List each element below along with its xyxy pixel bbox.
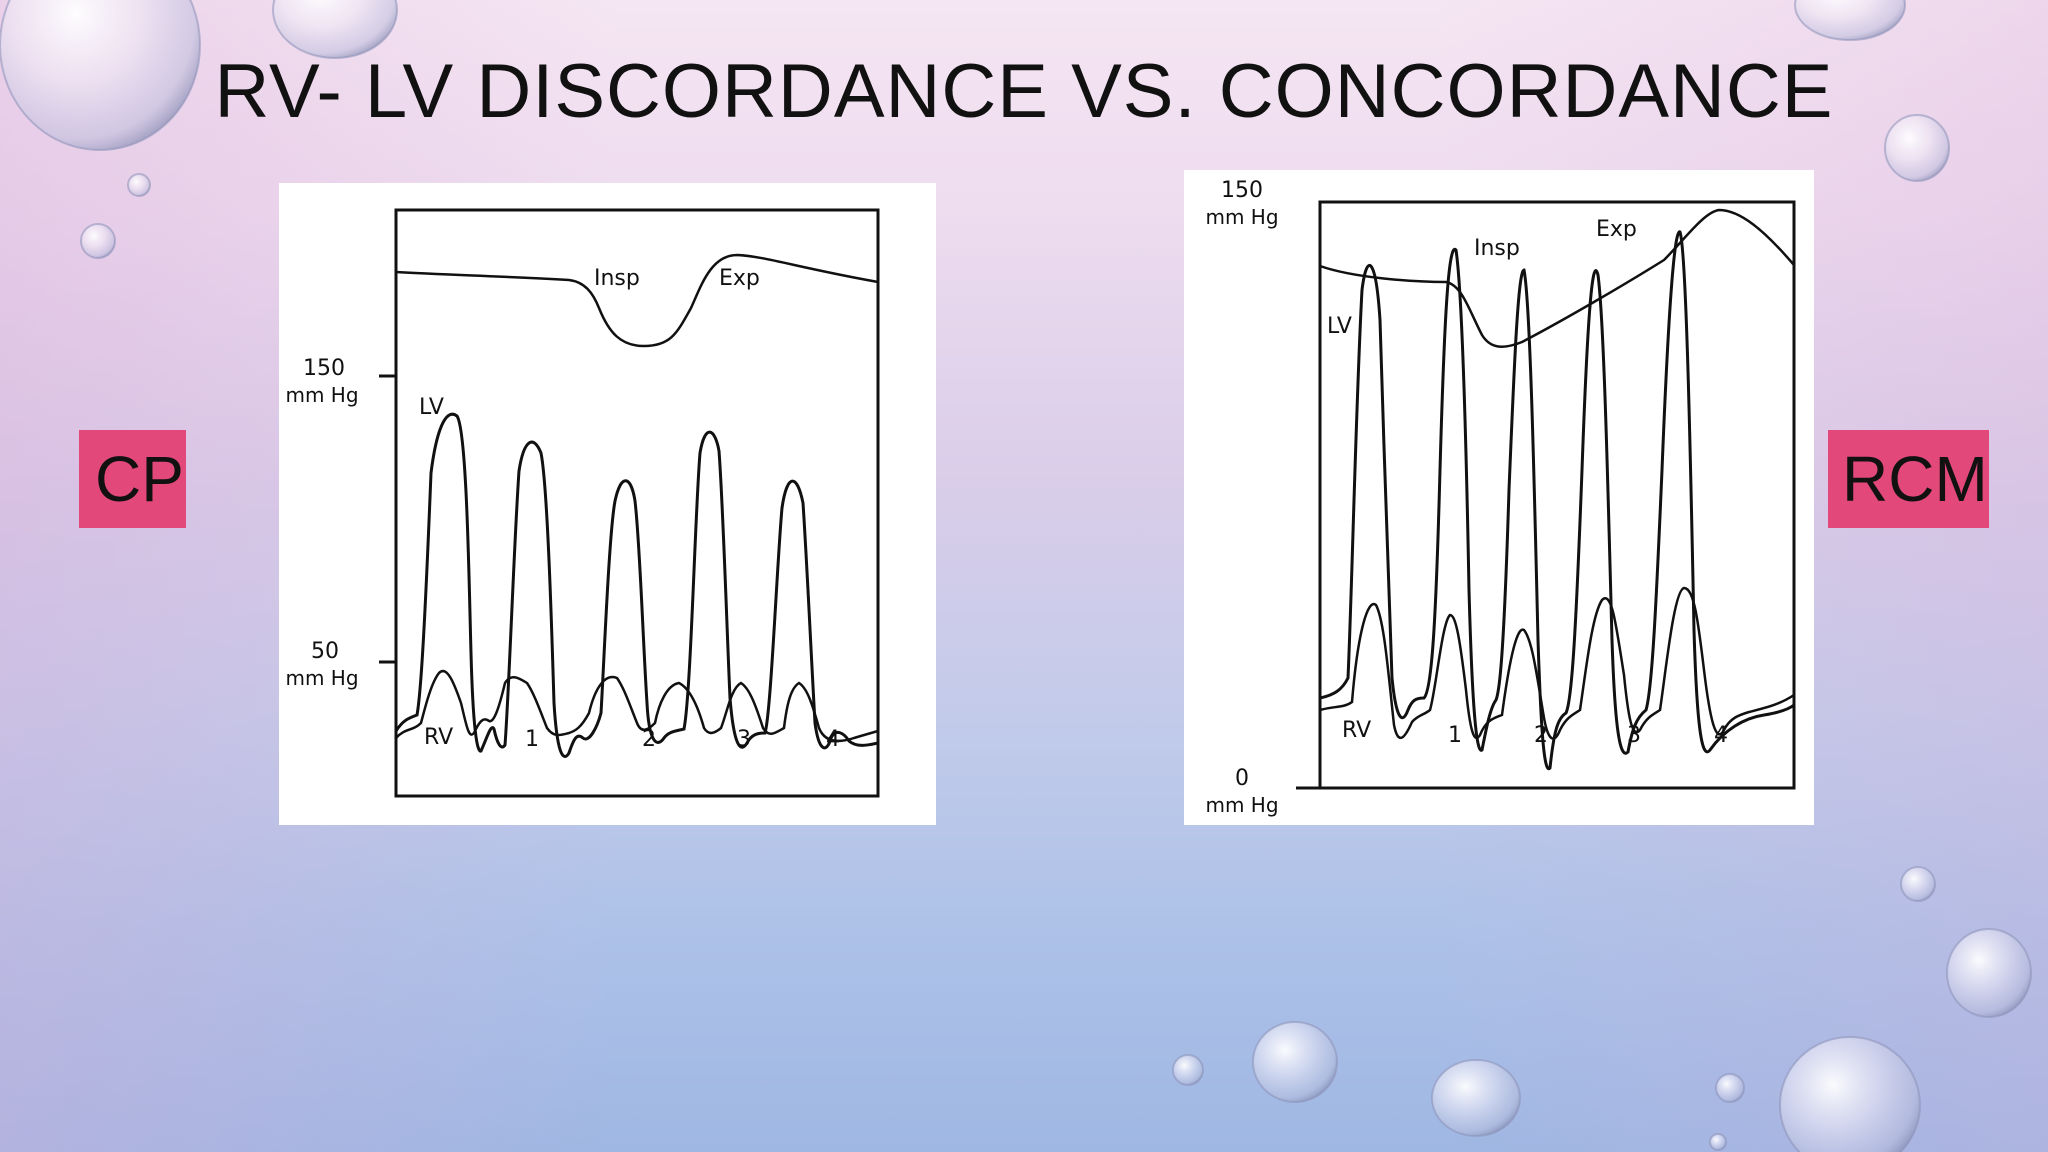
respiration-trace bbox=[395, 253, 879, 348]
tick-unit-50: mm Hg bbox=[285, 666, 358, 690]
beat-label-3: 3 bbox=[737, 727, 751, 752]
tick-label-150: 150 bbox=[303, 356, 345, 381]
tick-label-150: 150 bbox=[1221, 178, 1263, 203]
rv-series-label: RV bbox=[1342, 718, 1371, 743]
lv-series-label: LV bbox=[419, 395, 444, 420]
tick-unit-0: mm Hg bbox=[1205, 793, 1278, 817]
droplet bbox=[1172, 1054, 1204, 1086]
lv-trace bbox=[394, 412, 879, 758]
droplet bbox=[1252, 1021, 1338, 1103]
insp-label: Insp bbox=[594, 266, 640, 291]
rcm-label: RCM bbox=[1828, 430, 1989, 528]
cp-pressure-tracing-panel: 150 mm Hg 50 mm Hg Insp Exp LV RV 1 2 3 … bbox=[279, 183, 936, 825]
beat-label-4: 4 bbox=[1714, 723, 1728, 748]
exp-label: Exp bbox=[719, 266, 760, 291]
lv-series-label: LV bbox=[1327, 314, 1352, 339]
tick-label-50: 50 bbox=[311, 639, 339, 664]
rcm-pressure-tracing-panel: 150 mm Hg 0 mm Hg Insp Exp LV RV 1 2 3 4 bbox=[1184, 170, 1814, 825]
beat-label-2: 2 bbox=[1534, 723, 1548, 748]
droplet bbox=[272, 0, 398, 59]
droplet bbox=[0, 0, 201, 151]
droplet bbox=[1900, 866, 1936, 902]
beat-label-4: 4 bbox=[826, 727, 840, 752]
beat-label-1: 1 bbox=[1448, 723, 1462, 748]
beat-label-1: 1 bbox=[525, 727, 539, 752]
droplet bbox=[1715, 1073, 1745, 1103]
lv-trace bbox=[1319, 230, 1795, 771]
droplet bbox=[1794, 0, 1906, 41]
cp-pressure-tracing: 150 mm Hg 50 mm Hg Insp Exp LV RV 1 2 3 … bbox=[285, 208, 880, 798]
droplet bbox=[1709, 1133, 1727, 1151]
beat-label-2: 2 bbox=[642, 727, 656, 752]
cp-label: CP bbox=[79, 430, 186, 528]
beat-label-3: 3 bbox=[1627, 723, 1641, 748]
exp-label: Exp bbox=[1596, 217, 1637, 242]
droplet bbox=[1779, 1036, 1921, 1152]
rv-trace bbox=[1319, 586, 1795, 740]
droplet bbox=[127, 173, 151, 197]
tick-unit-150: mm Hg bbox=[285, 383, 358, 407]
droplet bbox=[1884, 114, 1950, 182]
slide-title: RV- LV DISCORDANCE VS. CONCORDANCE bbox=[214, 49, 1834, 134]
plot-frame bbox=[394, 208, 880, 798]
tick-unit-150: mm Hg bbox=[1205, 205, 1278, 229]
droplet bbox=[1946, 928, 2032, 1018]
droplet bbox=[80, 223, 116, 259]
rv-trace bbox=[395, 669, 879, 743]
droplet bbox=[1431, 1059, 1521, 1137]
plot-frame bbox=[1318, 200, 1796, 790]
respiration-trace bbox=[1319, 208, 1795, 348]
insp-label: Insp bbox=[1474, 236, 1520, 261]
rv-series-label: RV bbox=[424, 725, 453, 750]
rcm-pressure-tracing: 150 mm Hg 0 mm Hg Insp Exp LV RV 1 2 3 4 bbox=[1205, 178, 1796, 817]
tick-label-0: 0 bbox=[1235, 766, 1249, 791]
